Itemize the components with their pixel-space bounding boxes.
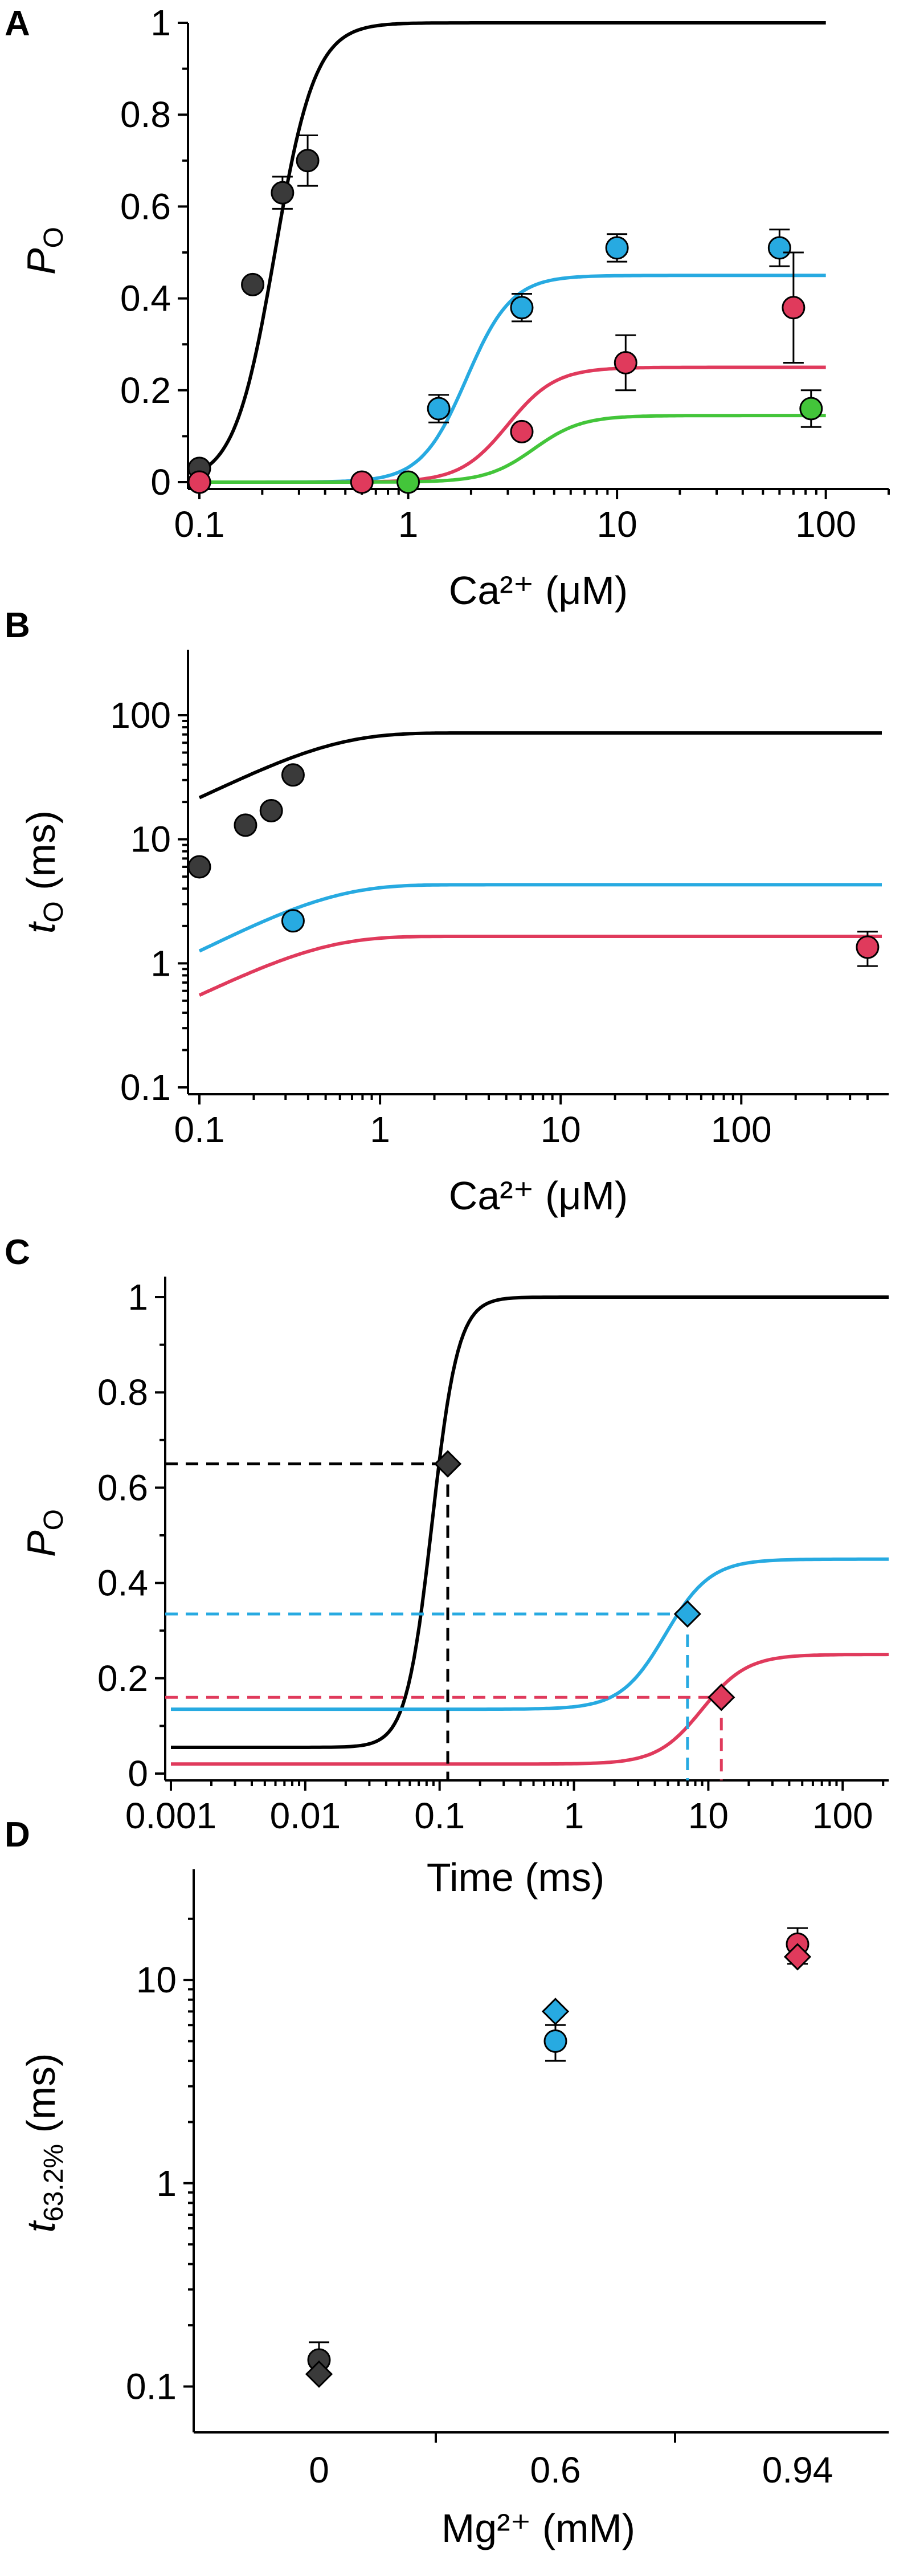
panel-b-point-blue bbox=[281, 909, 305, 933]
panel-a-y-tick-label: 1 bbox=[150, 2, 171, 43]
panel-c-y-tick-label: 0.4 bbox=[97, 1563, 148, 1604]
panel-c-y-tick-label: 0.2 bbox=[97, 1658, 148, 1699]
panel-a-point-red bbox=[614, 350, 637, 374]
panel-a-y-tick-label: 0.2 bbox=[120, 370, 171, 411]
panel-d-x-tick-label: 0.94 bbox=[762, 2449, 833, 2491]
panel-c-x-tick-label: 10 bbox=[688, 1795, 729, 1836]
panel-b-y-tick-label: 1 bbox=[150, 943, 171, 984]
panel-a-fit-green bbox=[199, 414, 826, 484]
panel-c-fit-blue bbox=[171, 1557, 889, 1711]
panel-c-fit-red bbox=[171, 1653, 889, 1766]
panel-b-point-black bbox=[281, 763, 305, 787]
panel-b-point-black bbox=[234, 813, 257, 837]
panel-d-diamond-red bbox=[783, 1943, 812, 1971]
panel-a-x-tick-label: 10 bbox=[597, 504, 637, 545]
panel-a-point-red bbox=[510, 419, 534, 443]
panel-a-point-blue bbox=[605, 236, 629, 260]
panel-c-x-axis-title: Time (ms) bbox=[427, 1855, 604, 1900]
panel-d-diamond-blue bbox=[541, 1998, 570, 2025]
panel-a-x-axis-title: Ca²⁺ (μM) bbox=[449, 568, 628, 613]
panel-a-y-tick-label: 0 bbox=[150, 462, 171, 503]
panel-c-y-tick-label: 0.6 bbox=[97, 1467, 148, 1508]
panel-c-letter: C bbox=[5, 1233, 30, 1272]
panel-b-fit-red bbox=[198, 935, 882, 997]
panel-d-diamond-black bbox=[305, 2360, 333, 2388]
panel-a-point-red bbox=[350, 470, 374, 494]
panel-d-y-axis-title: t63.2% (ms) bbox=[19, 2053, 69, 2233]
panel-a-point-black bbox=[296, 149, 320, 173]
panel-d-x-axis-title: Mg²⁺ (mM) bbox=[441, 2506, 635, 2550]
panel-a-x-tick-label: 100 bbox=[795, 504, 856, 545]
panel-c-y-tick-label: 0 bbox=[128, 1753, 148, 1794]
panel-a-letter: A bbox=[5, 4, 30, 43]
panel-c-y-axis-title: PO bbox=[19, 1509, 69, 1557]
panel-d-y-tick-label: 0.1 bbox=[126, 2366, 177, 2407]
panel-c-y-tick-label: 1 bbox=[128, 1277, 148, 1318]
panel-b-y-tick-label: 100 bbox=[110, 695, 171, 736]
panel-a-y-tick-label: 0.6 bbox=[120, 186, 171, 227]
panel-d: D 0.1 1 10 0 0.6 0.94 t63.2% (ms) Mg²⁺ (mM) bbox=[5, 1815, 889, 2550]
panel-a-point-red bbox=[782, 296, 806, 320]
panel-b: B 0.1 1 10 100 0.1 1 10 100 tO (ms) Ca²⁺ (μM) bbox=[5, 606, 889, 1218]
panel-c-fit-black bbox=[171, 1295, 889, 1749]
panel-d-circle-blue bbox=[543, 2029, 567, 2053]
panel-b-fit-blue bbox=[198, 883, 882, 953]
panel-b-y-axis-title: tO (ms) bbox=[19, 810, 69, 934]
panel-c-x-tick-label: 0.1 bbox=[414, 1795, 465, 1836]
panel-b-point-red bbox=[856, 935, 880, 959]
panel-b-y-tick-label: 10 bbox=[130, 819, 171, 860]
panel-d-x-tick-label: 0 bbox=[309, 2449, 329, 2491]
panel-a-point-blue bbox=[427, 397, 451, 421]
panel-a-point-blue bbox=[767, 236, 791, 260]
panel-a-x-tick-label: 0.1 bbox=[174, 504, 225, 545]
panel-a-point-black bbox=[271, 181, 295, 205]
panel-b-point-black bbox=[259, 799, 283, 823]
panel-b-letter: B bbox=[5, 606, 30, 645]
panel-c-x-tick-label: 1 bbox=[564, 1795, 584, 1836]
panel-a-point-green bbox=[396, 470, 420, 494]
panel-b-x-tick-label: 0.1 bbox=[174, 1109, 225, 1150]
panel-a-x-tick-label: 1 bbox=[398, 504, 419, 545]
panel-c-marker-blue bbox=[673, 1600, 701, 1628]
panel-c-x-tick-label: 0.01 bbox=[270, 1795, 341, 1836]
panel-b-x-tick-label: 10 bbox=[541, 1109, 581, 1150]
panel-a-y-tick-label: 0.8 bbox=[120, 94, 171, 135]
panel-a-fit-black bbox=[198, 21, 826, 474]
panel-b-x-tick-label: 1 bbox=[370, 1109, 390, 1150]
panel-d-letter: D bbox=[5, 1815, 30, 1854]
panel-b-x-tick-label: 100 bbox=[711, 1109, 772, 1150]
panel-a-point-green bbox=[799, 397, 823, 421]
panel-c-x-tick-label: 100 bbox=[812, 1795, 873, 1836]
panel-c-marker-red bbox=[708, 1684, 735, 1711]
panel-c-marker-black bbox=[434, 1450, 462, 1478]
panel-a: A 0 0.2 0.4 0.6 0.8 1 0.1 1 10 100 PO Ca²⁺ (μM) bbox=[5, 2, 890, 613]
panel-c-x-tick-label: 0.001 bbox=[125, 1795, 216, 1836]
panel-a-point-red bbox=[187, 470, 211, 494]
panel-b-y-tick-label: 0.1 bbox=[120, 1067, 171, 1108]
panel-a-y-axis-title: PO bbox=[19, 227, 69, 275]
panel-c: C 0 0.2 0.4 0.6 0.8 1 0.001 0.01 0.1 1 10 100 PO Time… bbox=[5, 1233, 889, 1900]
panel-c-guide-black bbox=[165, 1462, 449, 1780]
panel-c-y-tick-label: 0.8 bbox=[97, 1372, 148, 1413]
panel-d-y-tick-label: 10 bbox=[136, 1959, 177, 2000]
panel-a-point-blue bbox=[510, 296, 534, 320]
panel-b-fit-black bbox=[198, 731, 882, 800]
panel-a-y-tick-label: 0.4 bbox=[120, 278, 171, 319]
panel-a-point-black bbox=[241, 272, 265, 296]
panel-b-point-black bbox=[187, 855, 211, 879]
panel-b-x-axis-title: Ca²⁺ (μM) bbox=[449, 1173, 628, 1218]
panel-d-y-tick-label: 1 bbox=[156, 2163, 177, 2204]
panel-d-x-tick-label: 0.6 bbox=[530, 2449, 581, 2491]
panel-c-guide-red bbox=[165, 1695, 723, 1780]
